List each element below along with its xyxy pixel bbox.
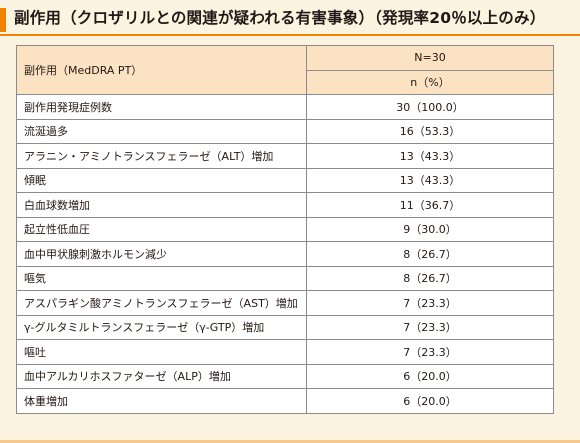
table-row: 流涎過多 16（53.3） — [16, 118, 554, 144]
adverse-event-count: 7（23.3） — [306, 314, 554, 340]
adverse-event-count: 30（100.0） — [306, 94, 554, 120]
column-header-adverse-event: 副作用（MedDRA PT） — [16, 45, 307, 95]
adverse-event-name: アスパラギン酸アミノトランスフェラーゼ（AST）増加 — [16, 290, 307, 316]
table-row: 嘔気 8（26.7） — [16, 265, 554, 291]
adverse-event-count: 13（43.3） — [306, 167, 554, 193]
table-row: 副作用発現症例数 30（100.0） — [16, 94, 554, 120]
adverse-event-name: 傾眠 — [16, 167, 307, 193]
adverse-event-count: 8（26.7） — [306, 265, 554, 291]
table-row: アラニン・アミノトランスフェラーゼ（ALT）増加 13（43.3） — [16, 143, 554, 169]
adverse-event-name: 起立性低血圧 — [16, 216, 307, 242]
adverse-event-count: 16（53.3） — [306, 118, 554, 144]
table-header: 副作用（MedDRA PT） N=30 n（%） — [16, 45, 554, 95]
adverse-event-name: 血中アルカリホスファターゼ（ALP）増加 — [16, 363, 307, 389]
table-row: 体重増加 6（20.0） — [16, 388, 554, 414]
adverse-event-name: アラニン・アミノトランスフェラーゼ（ALT）増加 — [16, 143, 307, 169]
table-row: 傾眠 13（43.3） — [16, 167, 554, 193]
adverse-event-count: 7（23.3） — [306, 339, 554, 365]
adverse-event-name: 体重増加 — [16, 388, 307, 414]
page-title: 副作用（クロザリルとの関連が疑われる有害事象）（発現率20％以上のみ） — [14, 9, 546, 27]
table-row: 血中甲状腺刺激ホルモン減少 8（26.7） — [16, 241, 554, 267]
adverse-event-count: 8（26.7） — [306, 241, 554, 267]
table-row: 起立性低血圧 9（30.0） — [16, 216, 554, 242]
table-row: 嘔吐 7（23.3） — [16, 339, 554, 365]
adverse-event-name: 流涎過多 — [16, 118, 307, 144]
header-row-2: n（%） — [17, 69, 554, 95]
adverse-event-count: 6（20.0） — [306, 388, 554, 414]
adverse-event-name: 嘔気 — [16, 265, 307, 291]
adverse-event-name: 副作用発現症例数 — [16, 94, 307, 120]
column-header-n: N=30 — [306, 45, 554, 71]
table-row: 白血球数増加 11（36.7） — [16, 192, 554, 218]
column-header-unit: n（%） — [306, 69, 554, 95]
adverse-event-count: 7（23.3） — [306, 290, 554, 316]
adverse-event-name: 血中甲状腺刺激ホルモン減少 — [16, 241, 307, 267]
title-underline — [0, 34, 580, 36]
table-body: 副作用発現症例数 30（100.0） 流涎過多 16（53.3） アラニン・アミノトラン… — [16, 94, 554, 414]
adverse-events-table: 副作用（MedDRA PT） N=30 n（%） 副作用発現症例数 30（100.… — [16, 45, 554, 414]
adverse-event-name: 嘔吐 — [16, 339, 307, 365]
header-row-1: 副作用（MedDRA PT） N=30 — [16, 45, 554, 95]
adverse-event-count: 9（30.0） — [306, 216, 554, 242]
table-row: アスパラギン酸アミノトランスフェラーゼ（AST）増加 7（23.3） — [16, 290, 554, 316]
adverse-event-count: 6（20.0） — [306, 363, 554, 389]
title-bar: 副作用（クロザリルとの関連が疑われる有害事象）（発現率20％以上のみ） — [0, 0, 580, 34]
title-accent-bar — [0, 8, 6, 32]
adverse-event-count: 13（43.3） — [306, 143, 554, 169]
adverse-event-name: 白血球数増加 — [16, 192, 307, 218]
bottom-edge — [0, 440, 580, 443]
table-row: γ-グルタミルトランスフェラーゼ（γ-GTP）増加 7（23.3） — [16, 314, 554, 340]
adverse-event-count: 11（36.7） — [306, 192, 554, 218]
adverse-event-name: γ-グルタミルトランスフェラーゼ（γ-GTP）増加 — [16, 314, 307, 340]
table-row: 血中アルカリホスファターゼ（ALP）増加 6（20.0） — [16, 363, 554, 389]
